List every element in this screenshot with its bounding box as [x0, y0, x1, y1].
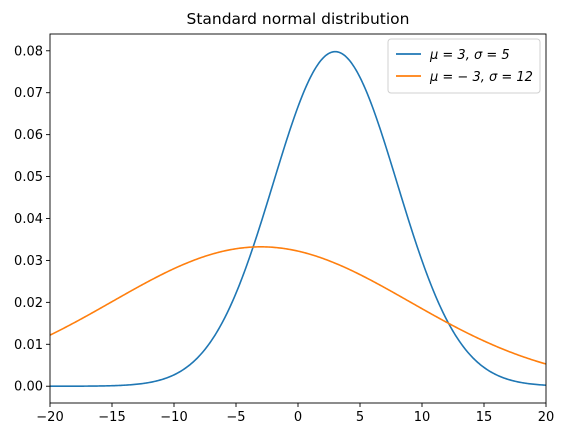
- x-tick-label: 20: [538, 410, 555, 425]
- x-tick-label: −20: [36, 410, 63, 425]
- y-tick-label: 0.07: [14, 86, 43, 101]
- legend-label-2: μ = − 3, σ = 12: [429, 70, 533, 85]
- y-tick-label: 0.06: [14, 128, 43, 143]
- y-tick-label: 0.01: [14, 338, 43, 353]
- series-line-2: [50, 246, 546, 365]
- x-tick-label: −15: [98, 410, 125, 425]
- x-tick-label: −5: [226, 410, 245, 425]
- legend: μ = 3, σ = 5 μ = − 3, σ = 12: [387, 38, 541, 94]
- series-line-1: [50, 50, 546, 388]
- y-tick-label: 0.02: [14, 296, 43, 311]
- y-tick-label: 0.08: [14, 44, 43, 59]
- x-tick-label: 15: [476, 410, 493, 425]
- chart-title: Standard normal distribution: [186, 10, 409, 28]
- x-tick-label: −10: [160, 410, 187, 425]
- x-tick-label: 0: [294, 410, 302, 425]
- axes: −20 −15 −10 −5 0 5 10 15 20 0.00 0.01 0.02 0.03 0.04 0…: [14, 33, 555, 425]
- y-tick-label: 0.03: [14, 254, 43, 269]
- legend-label-1: μ = 3, σ = 5: [429, 48, 510, 63]
- y-tick-label: 0.04: [14, 212, 43, 227]
- y-tick-label: 0.00: [14, 380, 43, 395]
- x-tick-label: 10: [414, 410, 431, 425]
- y-tick-label: 0.05: [14, 170, 43, 185]
- plot-area: [50, 50, 546, 388]
- legend-box: [387, 38, 541, 94]
- x-tick-label: 5: [356, 410, 364, 425]
